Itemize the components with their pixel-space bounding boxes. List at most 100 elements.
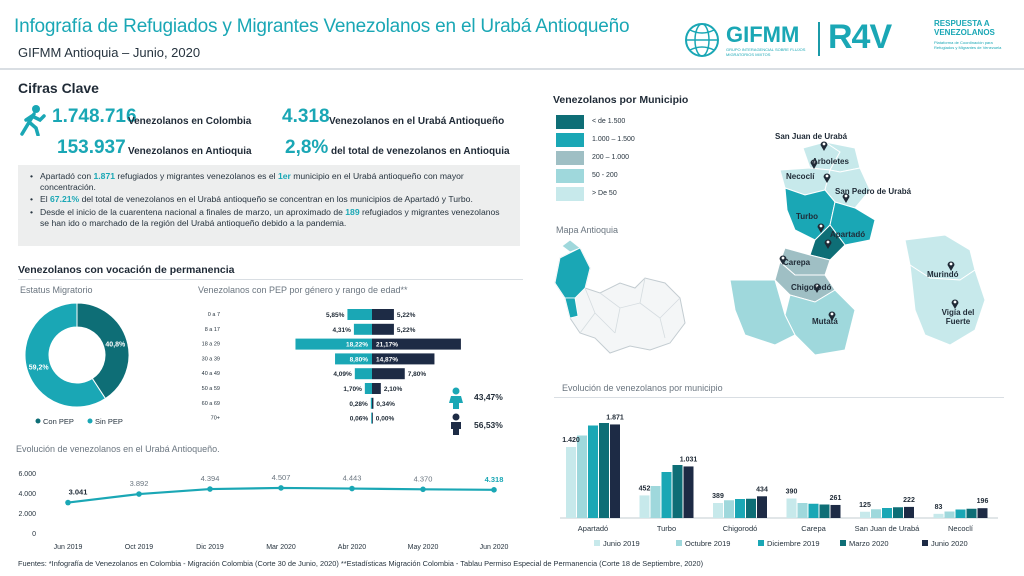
section-divider (554, 397, 1004, 398)
donut-slice (24, 302, 107, 408)
uraba-municipality-map (729, 141, 986, 356)
page-subtitle: GIFMM Antioquia – Junio, 2020 (18, 45, 201, 60)
map-pin-dot (822, 142, 826, 146)
estatus-title: Estatus Migratorio (20, 285, 93, 295)
map-legend: < de 1.500 1.000 – 1.500 200 – 1.000 50 - 2… (556, 115, 666, 205)
r4v-logo: R4V RESPUESTA A VENEZOLANOS Plataforma d… (828, 18, 1018, 60)
map-pin-icon (842, 193, 850, 203)
female-bar (295, 338, 372, 350)
map-pin-shape (842, 193, 850, 203)
male-bar (372, 383, 381, 394)
map-pin-icon (813, 283, 821, 293)
map-pin-shape (810, 159, 818, 169)
men-percent: 56,53% (474, 420, 503, 430)
male-value-label: 0,34% (376, 401, 395, 408)
map-pin-icon (947, 261, 955, 271)
municipio-bar (683, 466, 694, 518)
data-label: 4.370 (414, 474, 433, 483)
female-value-label: 4,09% (333, 371, 352, 378)
map-pin-dot (819, 224, 823, 228)
municipio-bar (882, 508, 892, 518)
map-pin-shape (828, 311, 836, 321)
women-percent: 43,47% (474, 392, 503, 402)
female-bar (371, 412, 372, 424)
pep-pyramid-chart: 0 a 7 5,85% 5,22% 8 a 17 4,31% 5,22% 18 a 29 18… (202, 309, 461, 424)
r4v-logo-mark: R4V (828, 18, 892, 56)
key-fact-item: Desde el inicio de la cuarentena naciona… (30, 207, 510, 229)
uraba-evolution-title: Evolución de venezolanos en el Urabá Ant… (16, 444, 220, 454)
uraba-evolution-line-chart: 6.000 4.000 2.000 0 3.041 Jun 2019 3.892 Oct 20… (18, 471, 508, 551)
category-label: Necoclí (948, 524, 974, 533)
kpi-percent-label: del total de venezolanos en Antioquia (331, 146, 510, 157)
municipio-bar (893, 507, 903, 518)
male-value-label: 2,10% (384, 386, 403, 393)
bar-value-label: 452 (639, 485, 651, 492)
female-value-label: 5,85% (326, 312, 345, 319)
legend-swatch (556, 115, 584, 129)
data-point (420, 486, 426, 493)
map-pin-icon (951, 299, 959, 309)
map-label-carepa: Carepa (783, 258, 811, 267)
category-label: Carepa (801, 524, 826, 533)
map-pin-shape (824, 239, 832, 249)
municipio-bar (797, 503, 808, 518)
female-value-label: 0,06% (350, 416, 369, 423)
legend-marker (35, 418, 41, 424)
x-tick-label: Dic 2019 (196, 544, 224, 551)
map-label-chigorodo: Chigorodó (791, 283, 832, 292)
municipio-bar (977, 508, 988, 518)
municipio-bar (588, 425, 598, 518)
municipio-bar (661, 472, 672, 518)
map-pin-dot (953, 300, 957, 304)
page-title: Infografía de Refugiados y Migrantes Ven… (14, 16, 630, 37)
legend-label: < de 1.500 (592, 118, 626, 125)
age-range-label: 18 a 29 (202, 342, 220, 348)
municipio-bar (650, 486, 661, 518)
legend-marker (87, 418, 93, 424)
municipio-bar (819, 504, 830, 518)
map-pin-icon (824, 239, 832, 249)
man-icon (451, 413, 461, 435)
bar-value-label: 390 (786, 489, 798, 496)
legend-label: 200 – 1.000 (592, 154, 629, 161)
map-pin-dot (815, 284, 819, 288)
male-value-label: 14,87% (376, 356, 398, 363)
y-tick-label: 0 (32, 531, 36, 538)
y-tick-label: 2.000 (18, 511, 36, 518)
age-range-label: 30 a 39 (202, 356, 220, 362)
female-value-label: 1,70% (343, 386, 362, 393)
map-pin-icon (828, 311, 836, 321)
municipio-evolution-title: Evolución de venezolanos por municipio (562, 383, 723, 393)
map-label-san-juan: San Juan de Urabá (775, 132, 848, 141)
male-value-label: 5,22% (397, 312, 416, 319)
municipio-bar (599, 423, 609, 518)
female-bar (370, 397, 372, 409)
bar-value-label: 261 (830, 495, 842, 502)
map-label-apartado: Apartadó (830, 230, 866, 239)
female-value-label: 0,28% (349, 401, 368, 408)
bar-value-label: 1.420 (562, 437, 580, 444)
y-tick-label: 4.000 (18, 491, 36, 498)
category-label: Apartadó (578, 524, 608, 533)
data-label: 4.394 (201, 474, 220, 483)
x-tick-label: Jun 2019 (54, 544, 83, 551)
bar-value-label: 434 (756, 486, 768, 493)
map-pin-dot (830, 312, 834, 316)
municipio-bar (860, 511, 870, 518)
bar-value-label: 125 (859, 502, 871, 509)
data-point (207, 486, 213, 492)
legend-label: Marzo 2020 (849, 539, 889, 548)
legend-label: Junio 2019 (603, 539, 640, 548)
key-fact-item: Apartadó con 1.871 refugiados y migrante… (30, 171, 510, 193)
x-tick-label: Abr 2020 (338, 544, 367, 551)
male-bar (372, 368, 405, 380)
kpi-percent-value: 2,8% (285, 137, 329, 158)
legend-label: Diciembre 2019 (767, 539, 820, 548)
municipio-bar (724, 500, 734, 518)
data-label: 4.507 (272, 473, 291, 482)
map-pin-shape (947, 261, 955, 271)
legend-label: 50 - 200 (592, 172, 618, 179)
estatus-donut-chart: 40,8% 59,2% Con PEP Sin PEP (24, 302, 130, 426)
cifras-clave-title: Cifras Clave (18, 80, 99, 96)
kpi-antioquia-value: 153.937 (57, 137, 126, 158)
